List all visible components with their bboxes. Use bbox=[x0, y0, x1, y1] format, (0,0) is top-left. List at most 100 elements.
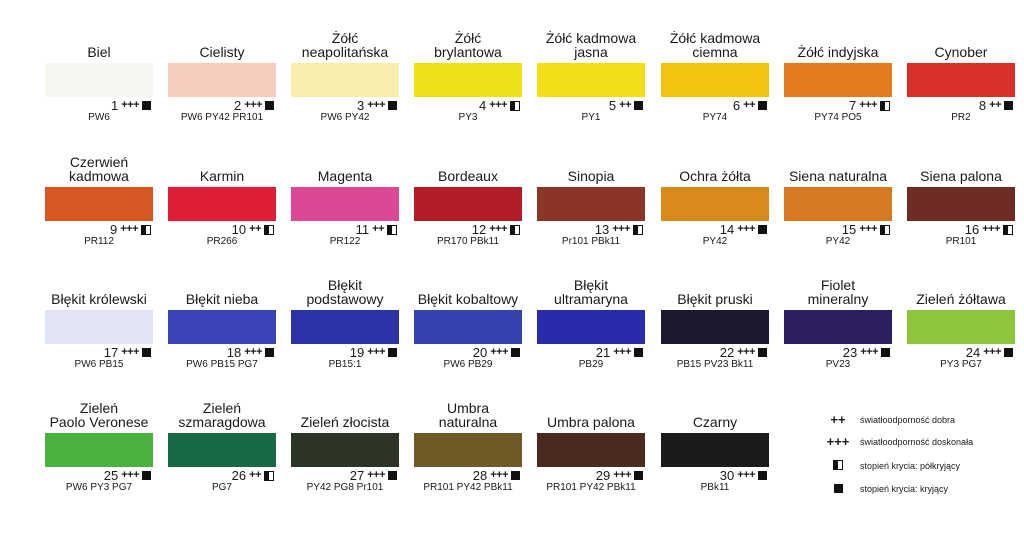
half-opacity-icon bbox=[141, 224, 151, 235]
color-number: 21 bbox=[595, 345, 611, 360]
color-name: Żółć neapolitańska bbox=[301, 30, 389, 60]
pigment-codes: PV23 bbox=[825, 359, 851, 370]
color-number: 23 bbox=[842, 345, 858, 360]
color-number: 8 bbox=[978, 98, 987, 113]
color-meta: 24 +++ bbox=[966, 346, 1013, 359]
pigment-codes: PR170 PBk11 bbox=[436, 236, 500, 247]
pigment-codes: PR101 PY42 PBk11 bbox=[423, 482, 513, 493]
color-swatch bbox=[414, 187, 522, 221]
color-swatch bbox=[168, 187, 276, 221]
lightfastness-rating: +++ bbox=[367, 346, 385, 358]
color-card: Błękit kobaltowy 20 +++ PW6 PB29 bbox=[414, 273, 522, 373]
pigment-codes: PB15 PV23 Bk11 bbox=[676, 359, 754, 370]
color-meta: 2 +++ bbox=[234, 99, 274, 112]
full-opacity-icon bbox=[265, 101, 274, 110]
color-name: Umbra palona bbox=[547, 414, 635, 430]
color-number: 1 bbox=[110, 98, 119, 113]
color-swatch bbox=[291, 433, 399, 467]
full-opacity-icon bbox=[758, 348, 767, 357]
lightfastness-rating: +++ bbox=[612, 223, 630, 235]
color-name: Sinopia bbox=[567, 168, 615, 184]
pigment-codes: PY1 bbox=[581, 112, 601, 123]
color-card: Żółć brylantowa 4 +++ PY3 bbox=[414, 26, 522, 126]
color-card: Bordeaux 12 +++ PR170 PBk11 bbox=[414, 150, 522, 250]
color-swatch bbox=[661, 310, 769, 344]
color-meta: 10 ++ bbox=[232, 223, 274, 236]
color-number: 9 bbox=[109, 222, 118, 237]
color-name: Karmin bbox=[199, 168, 245, 184]
color-card: Zieleń Paolo Veronese 25 +++ PW6 PY3 PG7 bbox=[45, 396, 153, 496]
color-meta: 1 +++ bbox=[111, 99, 151, 112]
color-meta: 6 ++ bbox=[733, 99, 767, 112]
pigment-codes: PW6 PY3 PG7 bbox=[65, 482, 133, 493]
color-meta: 3 +++ bbox=[357, 99, 397, 112]
color-name: Żółć kadmowa jasna bbox=[545, 30, 637, 60]
color-swatch bbox=[907, 187, 1015, 221]
lightfastness-rating: +++ bbox=[859, 99, 877, 111]
full-opacity-icon bbox=[511, 471, 520, 480]
full-opacity-icon bbox=[634, 348, 643, 357]
pigment-codes: PY42 bbox=[825, 236, 851, 247]
lightfastness-rating: +++ bbox=[120, 223, 138, 235]
lightfastness-rating: ++ bbox=[743, 99, 755, 111]
legend-excellent-text: światłoodporność doskonała bbox=[860, 436, 974, 447]
color-name: Zieleń Paolo Veronese bbox=[49, 400, 149, 430]
full-opacity-icon bbox=[634, 471, 643, 480]
half-opacity-icon bbox=[633, 224, 643, 235]
color-number: 17 bbox=[103, 345, 119, 360]
color-name: Fiolet mineralny bbox=[807, 277, 869, 307]
pigment-codes: PR2 bbox=[951, 112, 971, 123]
pigment-codes: PW6 PB29 bbox=[443, 359, 493, 370]
color-swatch bbox=[537, 63, 645, 97]
color-name: Żółć brylantowa bbox=[434, 30, 502, 60]
pigment-codes: PB15:1 bbox=[328, 359, 362, 370]
color-card: Zieleń żółtawa 24 +++ PY3 PG7 bbox=[907, 273, 1015, 373]
lightfastness-rating: +++ bbox=[860, 346, 878, 358]
full-opacity-icon bbox=[758, 471, 767, 480]
full-opacity-icon bbox=[265, 348, 274, 357]
half-opacity-icon bbox=[387, 224, 397, 235]
color-swatch bbox=[661, 433, 769, 467]
color-swatch bbox=[784, 310, 892, 344]
color-meta: 16 +++ bbox=[965, 223, 1013, 236]
lightfastness-rating: ++ bbox=[619, 99, 631, 111]
full-opacity-icon bbox=[881, 348, 890, 357]
color-name: Żółć kadmowa ciemna bbox=[669, 30, 761, 60]
lightfastness-rating: +++ bbox=[121, 99, 139, 111]
pigment-codes: PR112 bbox=[84, 236, 114, 247]
color-name: Siena naturalna bbox=[788, 168, 888, 184]
color-name: Biel bbox=[87, 44, 111, 60]
color-card: Zieleń złocista 27 +++ PY42 PG8 Pr101 bbox=[291, 396, 399, 496]
color-number: 13 bbox=[594, 222, 610, 237]
color-name: Umbra naturalna bbox=[438, 400, 498, 430]
color-number: 7 bbox=[848, 98, 857, 113]
color-name: Żółć indyjska bbox=[797, 44, 879, 60]
color-meta: 29 +++ bbox=[596, 469, 643, 482]
color-number: 29 bbox=[595, 468, 611, 483]
color-meta: 14 +++ bbox=[720, 223, 767, 236]
color-meta: 30 +++ bbox=[720, 469, 767, 482]
lightfastness-rating: +++ bbox=[121, 469, 139, 481]
color-swatch bbox=[291, 63, 399, 97]
pigment-codes: PG7 bbox=[211, 482, 232, 493]
legend-row-half: stopień krycia: półkryjący bbox=[822, 458, 960, 473]
color-meta: 11 ++ bbox=[356, 223, 397, 236]
lightfastness-rating: +++ bbox=[613, 469, 631, 481]
lightfastness-rating: +++ bbox=[983, 346, 1001, 358]
color-meta: 8 ++ bbox=[979, 99, 1013, 112]
full-opacity-icon bbox=[388, 348, 397, 357]
color-number: 3 bbox=[356, 98, 365, 113]
color-name: Błękit królewski bbox=[51, 291, 147, 307]
color-number: 20 bbox=[472, 345, 488, 360]
lightfastness-rating: +++ bbox=[489, 223, 507, 235]
color-name: Bordeaux bbox=[438, 168, 498, 184]
color-number: 22 bbox=[719, 345, 735, 360]
color-name: Cielisty bbox=[199, 44, 245, 60]
color-name: Zieleń żółtawa bbox=[916, 291, 1006, 307]
color-card: Żółć neapolitańska 3 +++ PW6 PY42 bbox=[291, 26, 399, 126]
full-opacity-icon bbox=[758, 225, 767, 234]
pigment-codes: PW6 PY42 PR101 bbox=[180, 112, 264, 123]
color-number: 15 bbox=[841, 222, 857, 237]
color-swatch bbox=[537, 310, 645, 344]
color-swatch bbox=[414, 63, 522, 97]
